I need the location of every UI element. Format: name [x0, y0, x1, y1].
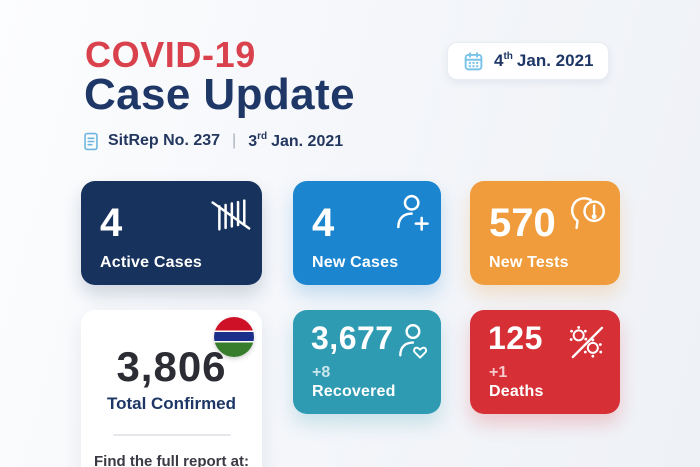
total-confirmed-label: Total Confirmed	[106, 394, 237, 413]
gambia-flag-icon	[214, 317, 254, 357]
virus-icon	[567, 322, 607, 362]
sitrep-date: 3rd Jan. 2021	[248, 131, 344, 150]
person-add-icon	[390, 192, 430, 232]
new-tests-label: New Tests	[489, 254, 569, 271]
recovered-label: Recovered	[312, 383, 396, 400]
total-confirmed-value: 3,806	[116, 343, 227, 390]
new-cases-label: New Cases	[312, 254, 399, 271]
person-heart-icon	[390, 322, 428, 360]
deaths-value: 125	[488, 320, 543, 356]
card-new-tests: 570 New Tests	[470, 181, 620, 285]
card-total-confirmed: 3,806 Total Confirmed Find the full repo…	[81, 310, 262, 467]
card-active-cases: 4 Active Cases	[81, 181, 262, 285]
report-date-badge: 4th Jan. 2021	[447, 42, 610, 80]
deaths-delta: +1	[489, 364, 508, 381]
card-new-cases: 4 New Cases	[293, 181, 441, 285]
card-recovered: 3,677 +8 Recovered	[293, 310, 441, 414]
badge-date-text: 4th Jan. 2021	[494, 51, 594, 70]
sitrep-separator: |	[232, 132, 237, 149]
recovered-value: 3,677	[311, 320, 394, 356]
sitrep-number: SitRep No. 237	[108, 132, 221, 149]
active-cases-label: Active Cases	[100, 254, 203, 271]
document-icon	[83, 132, 99, 151]
title-covid19: COVID-19	[85, 34, 256, 75]
sitrep-line: SitRep No. 237 | 3rd Jan. 2021	[83, 131, 343, 151]
card-deaths: 125 +1 Deaths	[470, 310, 620, 414]
new-cases-value: 4	[312, 201, 335, 245]
active-cases-value: 4	[100, 201, 123, 245]
title-case-update: Case Update	[84, 70, 355, 119]
recovered-delta: +8	[312, 364, 331, 381]
new-tests-value: 570	[489, 201, 556, 245]
card-divider	[112, 434, 231, 436]
head-thermometer-icon	[567, 192, 609, 234]
deaths-label: Deaths	[489, 383, 544, 400]
tally-icon	[205, 192, 251, 238]
calendar-icon	[463, 51, 484, 72]
full-report-text: Find the full report at:	[94, 453, 249, 467]
